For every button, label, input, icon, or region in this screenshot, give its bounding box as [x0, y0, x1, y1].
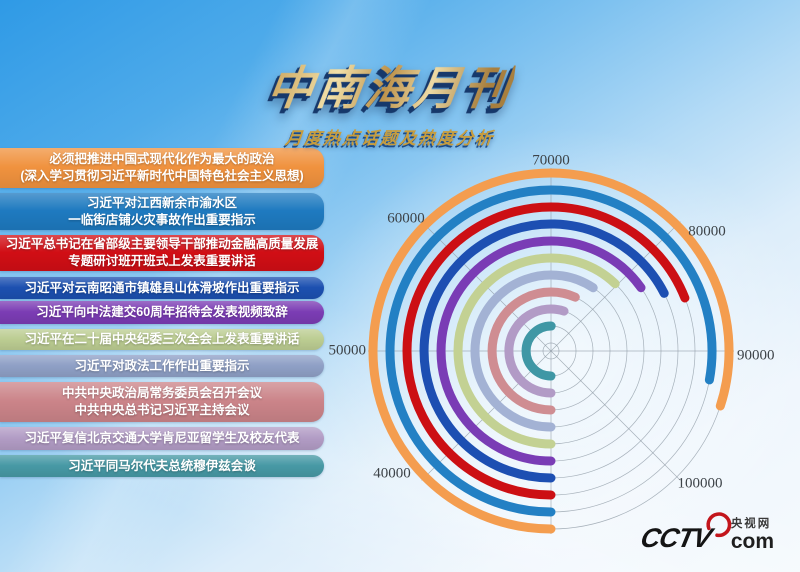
topic-row: 习近平同马尔代夫总统穆伊兹会谈	[0, 455, 324, 477]
angular-tick-label: 70000	[532, 152, 570, 168]
cctv-text-column: 央视网 com	[730, 517, 774, 553]
topic-row: 习近平总书记在省部级主要领导干部推动金融高质量发展 专题研讨班开班式上发表重要讲话	[0, 235, 324, 271]
topic-row: 必须把推进中国式现代化作为最大的政治 (深入学习贯彻习近平新时代中国特色社会主义思…	[0, 148, 324, 188]
cctv-swoosh-icon	[702, 510, 734, 548]
topic-label: 习近平在二十届中央纪委三次全会上发表重要讲话	[24, 332, 300, 346]
topic-row: 习近平对政法工作作出重要指示	[0, 355, 324, 377]
heat-arc	[368, 168, 734, 534]
topic-row: 习近平复信北京交通大学肯尼亚留学生及校友代表	[0, 427, 324, 450]
topic-label: (深入学习贯彻习近平新时代中国特色社会主义思想)	[20, 169, 304, 183]
cctv-logo: CCTV 央视网 com	[638, 510, 774, 553]
topic-label: 习近平向中法建交60周年招待会发表视频致辞	[36, 305, 288, 319]
topic-label: 习近平对政法工作作出重要指示	[74, 358, 250, 373]
heat-arc	[453, 253, 620, 449]
heat-arc	[521, 321, 556, 381]
heat-arc	[419, 219, 669, 483]
topic-label: 习近平同马尔代夫总统穆伊兹会谈	[68, 458, 256, 473]
angular-tick-label: 90000	[737, 347, 775, 363]
heat-arc	[470, 270, 598, 432]
angular-tick-label: 100000	[678, 475, 723, 491]
angular-tick-label: 80000	[688, 223, 726, 239]
topic-label: 习近平对云南昭通市镇雄县山体滑坡作出重要指示	[24, 280, 300, 295]
topic-label: 一临街店铺火灾事故作出重要指示	[68, 212, 256, 227]
heat-arc	[504, 304, 569, 398]
page-subtitle: 月度热点话题及热度分析	[284, 129, 496, 148]
heat-arc	[385, 185, 717, 517]
topic-row: 习近平向中法建交60周年招待会发表视频致辞	[0, 301, 324, 324]
topic-row: 习近平对云南昭通市镇雄县山体滑坡作出重要指示	[0, 277, 324, 299]
topic-label: 中共中央总书记习近平主持会议	[74, 403, 250, 417]
cctv-site-name: 央视网	[730, 517, 772, 530]
cctv-domain: com	[730, 530, 774, 553]
topic-row: 中共中央政治局常务委员会召开会议 中共中央总书记习近平主持会议	[0, 382, 324, 422]
topic-label: 必须把推进中国式现代化作为最大的政治	[49, 152, 275, 166]
angular-tick-label: 60000	[387, 210, 425, 226]
grid-spoke	[550, 350, 681, 481]
topic-label: 习近平复信北京交通大学肯尼亚留学生及校友代表	[24, 431, 300, 445]
topic-row: 习近平在二十届中央纪委三次全会上发表重要讲话	[0, 329, 324, 350]
angular-tick-label: 50000	[329, 342, 367, 358]
topic-label: 专题研讨班开班式上发表重要讲话	[68, 254, 256, 268]
topic-label: 习近平总书记在省部级主要领导干部推动金融高质量发展	[5, 237, 319, 251]
heat-arc	[487, 287, 580, 415]
heat-arc	[436, 236, 646, 466]
topic-label: 中共中央政治局常务委员会召开会议	[61, 386, 262, 400]
topic-label: 习近平对江西新余市渝水区	[86, 195, 237, 210]
heat-arc	[402, 202, 690, 500]
angular-tick-label: 40000	[373, 465, 411, 481]
page-title: 中南海月刊	[263, 52, 517, 118]
cctv-wordmark: CCTV	[638, 523, 715, 553]
topic-row: 习近平对江西新余市渝水区一临街店铺火灾事故作出重要指示	[0, 193, 324, 230]
page-header: 中南海月刊 月度热点话题及热度分析	[40, 52, 740, 149]
